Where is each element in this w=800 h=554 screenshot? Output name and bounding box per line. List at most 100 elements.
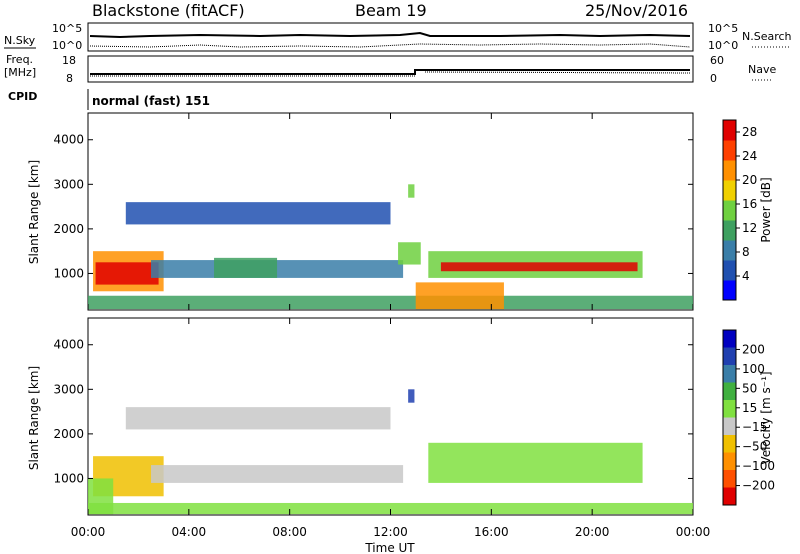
power-colorbar-block xyxy=(723,120,736,141)
velocity-colorbar-tick-label: 100 xyxy=(742,362,765,376)
nsearch-trace xyxy=(89,43,691,48)
freq-tick-low: 8 xyxy=(66,72,73,85)
power-colorbar-block xyxy=(723,160,736,181)
velocity-colorbar-block xyxy=(723,400,736,418)
velocity-colorbar-ticks: 200 100 50 15 −15 −50 −100 −200 xyxy=(736,342,775,493)
velocity-y-axis: 1000 2000 3000 4000 xyxy=(53,338,693,485)
velocity-ytick-label: 4000 xyxy=(53,338,84,352)
time-axis-labels: 00:00 04:00 08:00 12:00 16:00 20:00 00:00 xyxy=(71,525,711,539)
power-colorbar-block xyxy=(723,200,736,221)
power-band-1 xyxy=(95,262,159,285)
nave-tick-high: 60 xyxy=(710,54,724,67)
beam-title: Beam 19 xyxy=(355,1,427,20)
time-axis-title: Time UT xyxy=(364,541,415,554)
date-title: 25/Nov/2016 xyxy=(585,1,688,20)
power-ytick-label: 4000 xyxy=(53,133,84,147)
noise-tick-low-left: 10^0 xyxy=(52,39,82,52)
velocity-band-3 xyxy=(88,478,114,515)
velocity-colorbar-tick-label: 50 xyxy=(742,381,757,395)
velocity-colorbar-block xyxy=(723,470,736,488)
power-colorbar-tick-label: 16 xyxy=(742,197,757,211)
power-band-10 xyxy=(125,202,391,225)
time-tick-label: 04:00 xyxy=(172,525,207,539)
power-colorbar-block xyxy=(723,280,736,301)
power-x-axis xyxy=(87,113,694,310)
velocity-heatmap xyxy=(88,389,693,515)
time-tick-label: 00:00 xyxy=(676,525,711,539)
power-band-3 xyxy=(214,257,278,278)
power-colorbar-tick-label: 8 xyxy=(742,245,750,259)
power-band-7 xyxy=(415,282,504,310)
velocity-colorbar-tick-label: −100 xyxy=(742,459,775,473)
power-colorbar-block xyxy=(723,240,736,261)
power-ytick-label: 1000 xyxy=(53,266,84,280)
power-colorbar-tick-label: 20 xyxy=(742,173,757,187)
time-tick-label: 16:00 xyxy=(474,525,509,539)
velocity-band-4 xyxy=(428,442,643,483)
velocity-colorbar-block xyxy=(723,382,736,401)
station-title: Blackstone (fitACF) xyxy=(92,1,245,20)
time-tick-label: 20:00 xyxy=(575,525,610,539)
velocity-colorbar: 200 100 50 15 −15 −50 −100 −200 Velocity [m s⁻¹… xyxy=(722,329,775,506)
power-colorbar-tick-label: 28 xyxy=(742,125,757,139)
velocity-colorbar-tick-label: −50 xyxy=(742,440,767,454)
power-band-8 xyxy=(398,242,421,265)
power-colorbar: 4 8 12 16 20 24 28 Power [dB] xyxy=(722,119,773,301)
cpid-text: normal (fast) 151 xyxy=(92,94,210,108)
power-heatmap xyxy=(88,184,693,310)
velocity-colorbar-tick-label: −15 xyxy=(742,420,767,434)
power-band-6 xyxy=(440,262,638,272)
power-colorbar-tick-label: 24 xyxy=(742,149,757,163)
power-ytick-label: 2000 xyxy=(53,222,84,236)
velocity-ytick-label: 2000 xyxy=(53,427,84,441)
velocity-colorbar-blocks xyxy=(723,330,736,506)
nave-trace xyxy=(90,71,691,77)
power-colorbar-tick-label: 4 xyxy=(742,269,750,283)
power-band-9 xyxy=(408,184,415,198)
noise-panel-frame xyxy=(87,22,694,52)
velocity-colorbar-label: Velocity [m s⁻¹] xyxy=(759,371,773,464)
noise-tick-high-left: 10^5 xyxy=(52,22,82,35)
power-colorbar-block xyxy=(723,220,736,241)
power-colorbar-block xyxy=(723,260,736,281)
freq-panel-frame xyxy=(87,55,694,83)
velocity-colorbar-tick-label: 15 xyxy=(742,401,757,415)
nsky-trace xyxy=(89,31,691,39)
power-colorbar-tick-label: 12 xyxy=(742,221,757,235)
velocity-ytick-label: 1000 xyxy=(53,471,84,485)
power-colorbar-ticks: 4 8 12 16 20 24 28 xyxy=(736,125,757,283)
freq-trace xyxy=(90,69,690,75)
nsky-label: N.Sky xyxy=(4,34,36,47)
velocity-colorbar-block xyxy=(723,417,736,436)
freq-tick-high: 18 xyxy=(62,54,76,67)
velocity-colorbar-block xyxy=(723,435,736,453)
nave-label: Nave xyxy=(748,63,776,76)
velocity-colorbar-block xyxy=(723,487,736,506)
velocity-x-axis xyxy=(87,318,694,515)
velocity-ylabel: Slant Range [km] xyxy=(27,366,41,470)
velocity-band-2 xyxy=(88,502,693,515)
power-ylabel: Slant Range [km] xyxy=(27,160,41,264)
freq-label-line1: Freq. xyxy=(6,53,33,66)
freq-label-line2: [MHz] xyxy=(4,66,36,79)
velocity-band-5 xyxy=(408,389,415,403)
power-ytick-label: 3000 xyxy=(53,177,84,191)
time-tick-label: 12:00 xyxy=(373,525,408,539)
time-tick-label: 00:00 xyxy=(71,525,106,539)
noise-tick-low-right: 10^0 xyxy=(708,39,738,52)
power-panel: 1000 2000 3000 4000 Slant Range [km] xyxy=(27,112,694,311)
time-tick-label: 08:00 xyxy=(272,525,307,539)
power-colorbar-block xyxy=(723,140,736,161)
nsearch-label: N.Search xyxy=(742,30,792,43)
velocity-band-6 xyxy=(125,407,391,430)
velocity-ytick-label: 3000 xyxy=(53,382,84,396)
power-colorbar-block xyxy=(723,180,736,201)
velocity-colorbar-block xyxy=(723,452,736,471)
velocity-colorbar-tick-label: 200 xyxy=(742,342,765,356)
cpid-label: CPID xyxy=(8,90,37,103)
noise-tick-high-right: 10^5 xyxy=(708,22,738,35)
velocity-band-1 xyxy=(151,465,404,483)
velocity-colorbar-block xyxy=(723,347,736,366)
power-colorbar-frame xyxy=(722,119,737,301)
